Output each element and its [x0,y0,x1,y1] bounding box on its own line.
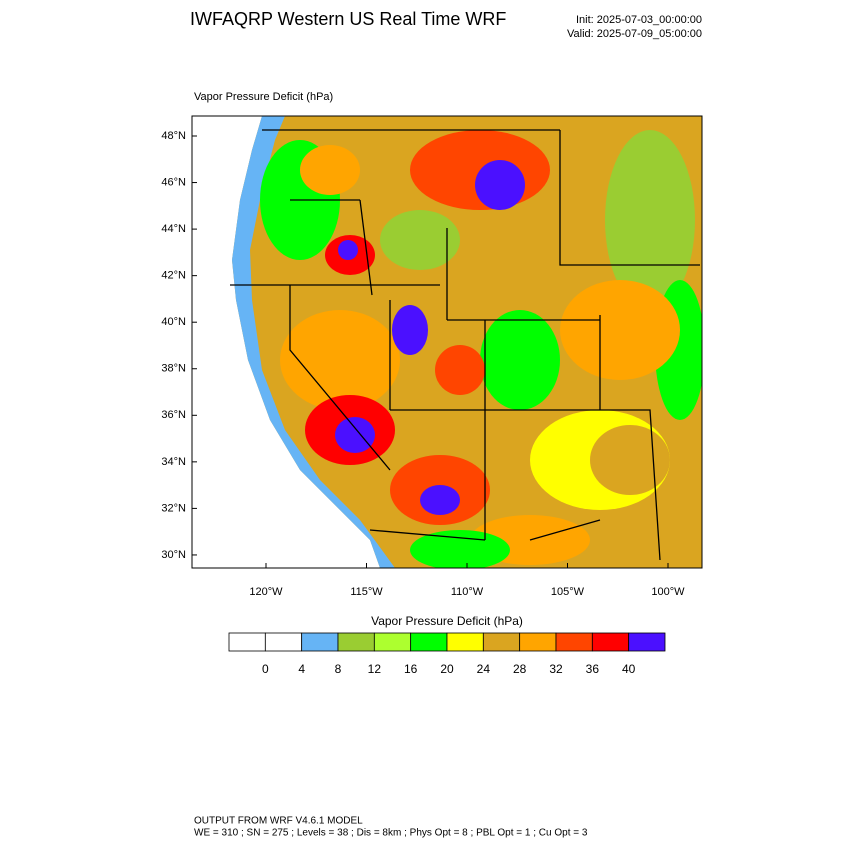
colorbar-label: 20 [440,662,454,676]
colorbar-box [337,632,375,652]
colorbar-label: 8 [335,662,342,676]
colorbar-box [264,632,303,652]
lat-label: 48°N [161,130,186,142]
valid-time: Valid: 2025-07-09_05:00:00 [567,28,702,40]
borders [230,129,700,561]
colorbar-box [410,632,448,652]
colorbar-label: 32 [549,662,563,676]
colorbar-label: 0 [262,662,269,676]
lon-label: 100°W [651,586,685,598]
map-field [192,116,702,568]
lat-label: 32°N [161,502,186,514]
lat-label: 44°N [161,223,186,235]
colorbar-box [373,632,412,652]
colorbar-box [482,632,521,652]
lon-label: 115°W [350,586,383,598]
colorbar-box [591,632,630,652]
colorbar-label: 16 [404,662,418,676]
title: IWFAQRP Western US Real Time WRF [190,9,506,29]
colorbar-box [301,632,339,652]
lat-label: 42°N [161,270,186,282]
colorbar-title: Vapor Pressure Deficit (hPa) [371,614,523,628]
colorbar-box [628,632,666,652]
lon-label: 120°W [249,586,283,598]
field-label: Vapor Pressure Deficit (hPa) [194,91,333,103]
lat-label: 46°N [161,176,186,188]
colorbar-box [228,632,266,652]
lon-label: 105°W [551,586,585,598]
lon-label: 110°W [451,586,484,598]
lat-label: 40°N [161,316,186,328]
map-frame [191,115,703,569]
colorbar-label: 28 [513,662,527,676]
colorbar-label: 40 [622,662,636,676]
colorbar-box [555,632,593,652]
lat-label: 36°N [161,409,186,421]
init-time: Init: 2025-07-03_00:00:00 [576,14,702,26]
colorbar-box [519,632,557,652]
colorbar-label: 4 [298,662,305,676]
colorbar-label: 24 [477,662,491,676]
lat-label: 30°N [161,549,186,561]
colorbar-label: 36 [586,662,600,676]
lat-label: 38°N [161,363,186,375]
colorbar-box [446,632,484,652]
footer-line: OUTPUT FROM WRF V4.6.1 MODEL [194,816,363,827]
colorbar-label: 12 [368,662,382,676]
footer-line: WE = 310 ; SN = 275 ; Levels = 38 ; Dis … [194,828,588,839]
lat-label: 34°N [161,456,186,468]
